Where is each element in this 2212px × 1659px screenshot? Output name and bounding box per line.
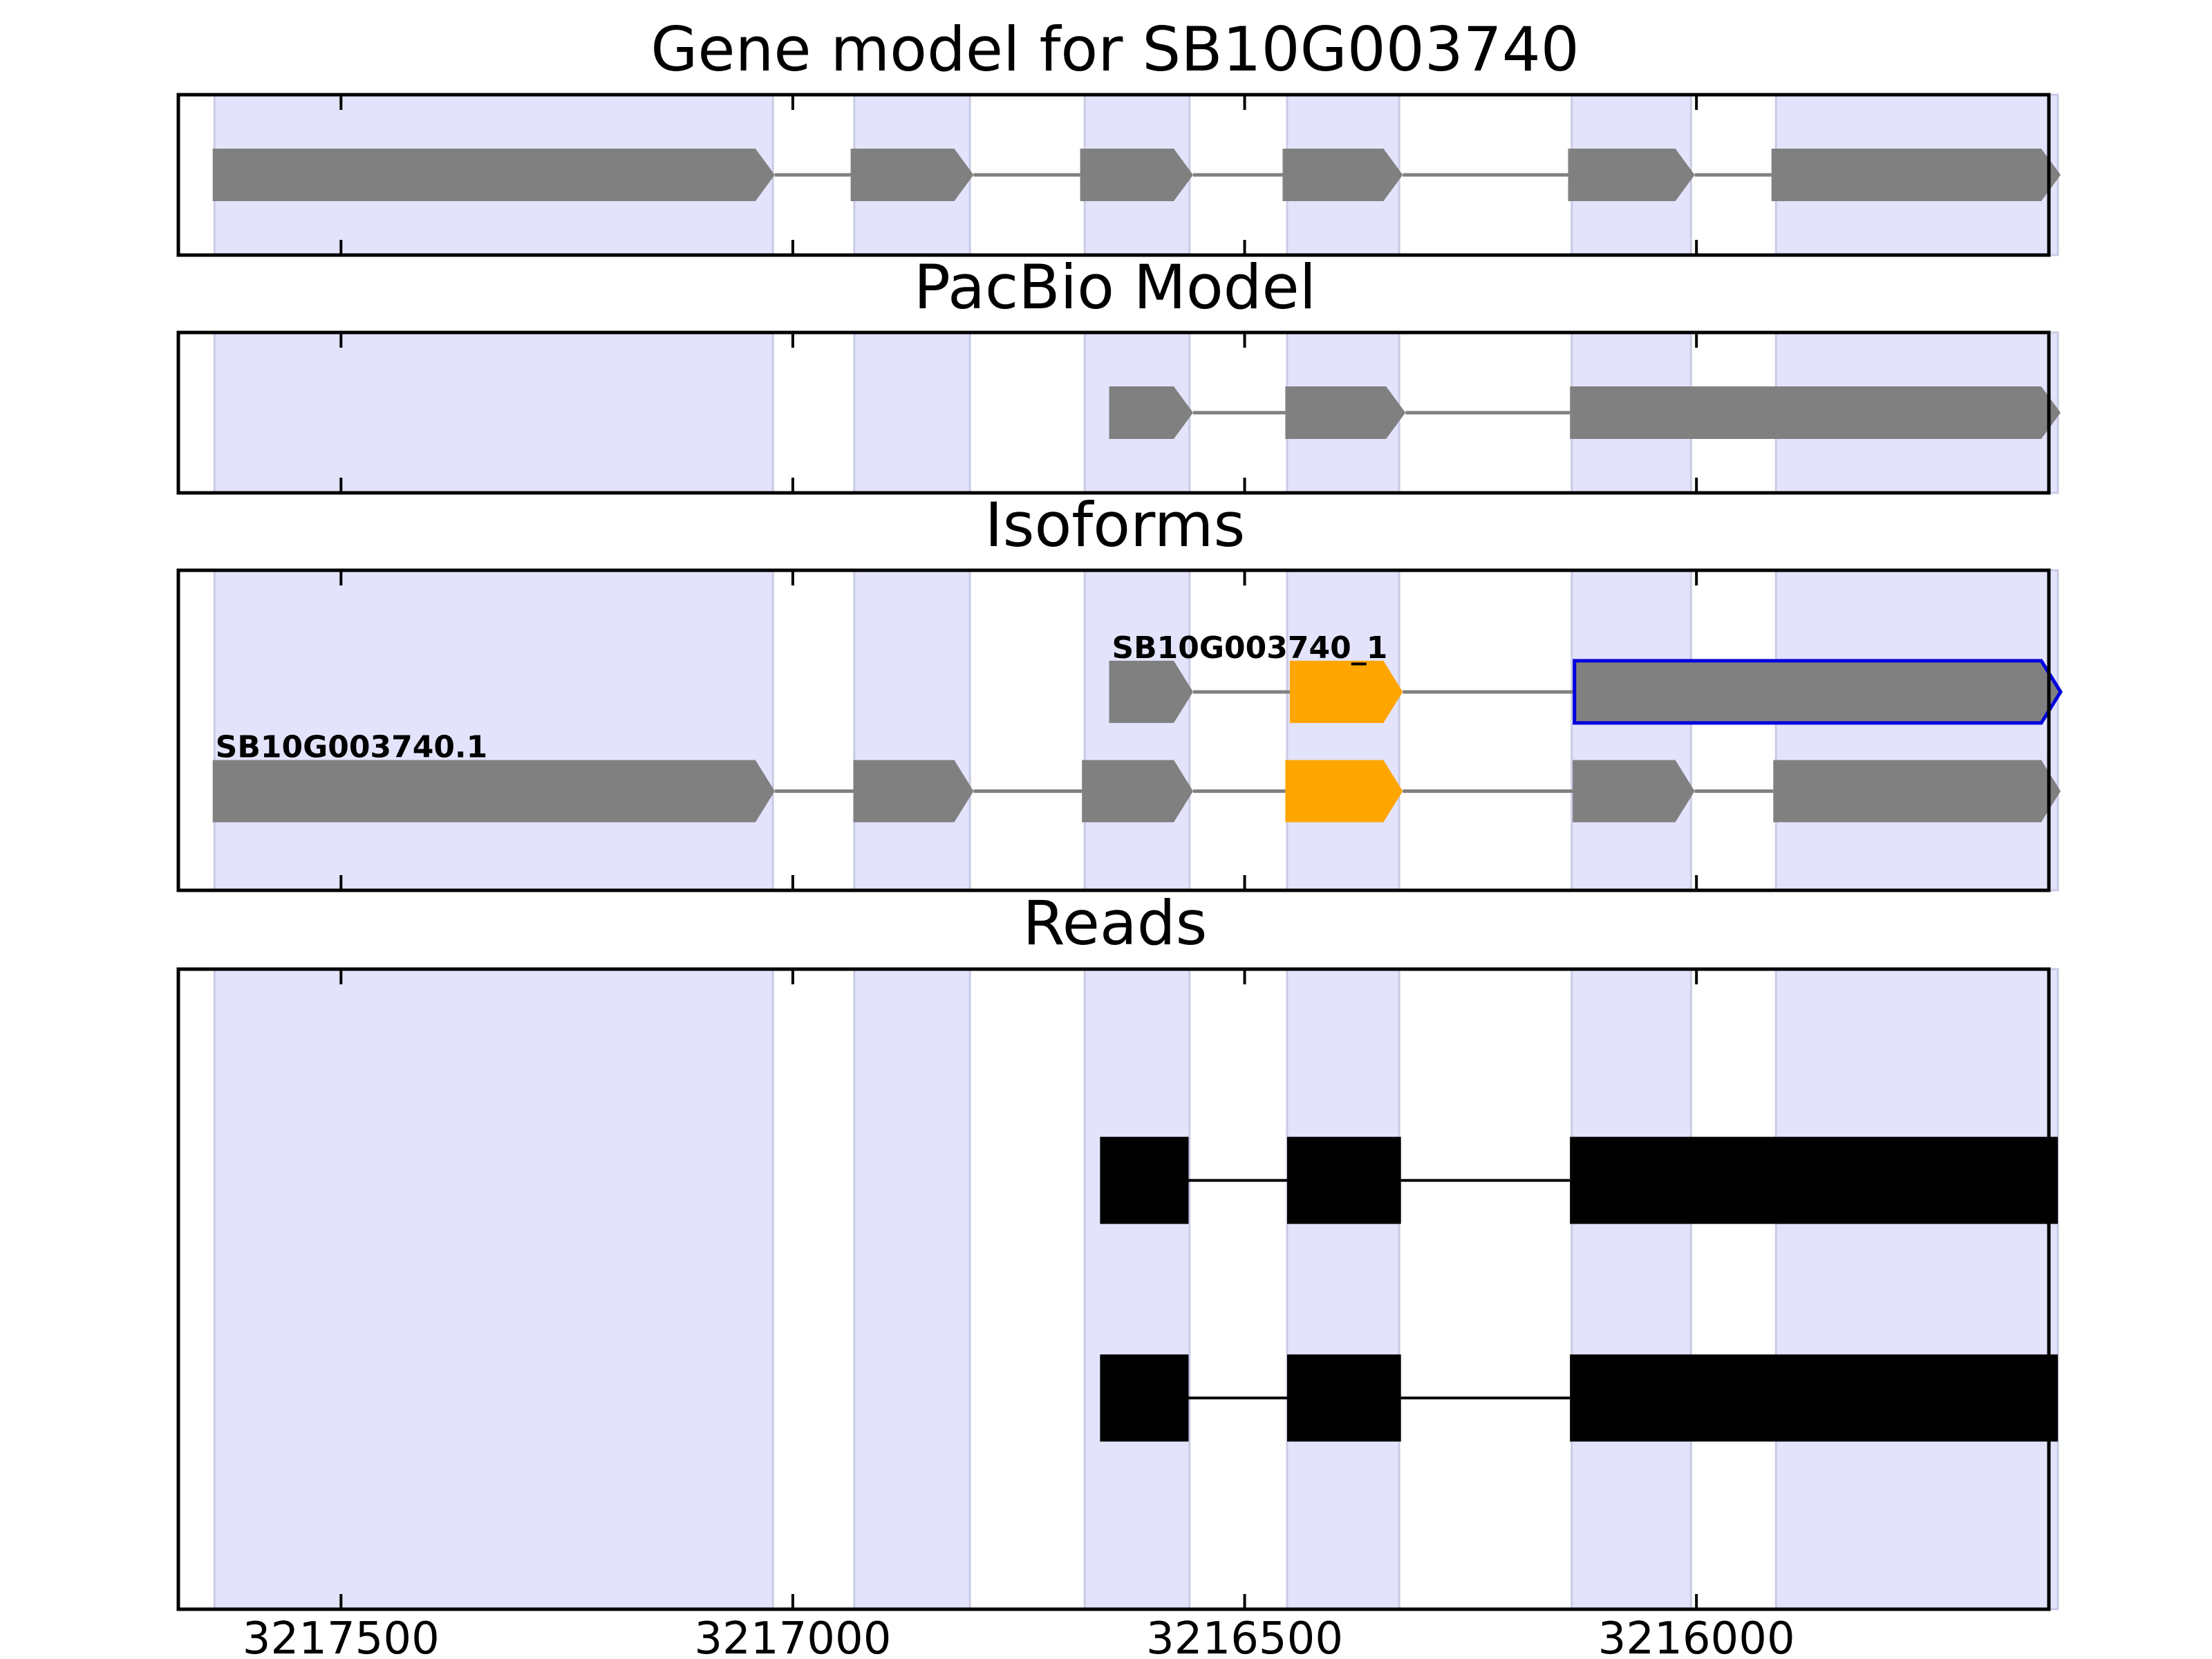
transcript-layer	[1109, 386, 2061, 439]
exon	[1773, 760, 2061, 823]
highlighted-exon	[1289, 660, 1403, 723]
exon	[1568, 149, 1695, 201]
panel-reads: Reads	[176, 888, 2059, 1611]
exon	[212, 149, 775, 201]
exon-shade-region	[213, 968, 774, 1611]
read-block	[1286, 1354, 1401, 1442]
panel-title-reads: Reads	[1023, 888, 1208, 959]
read-block	[1100, 1354, 1189, 1442]
read-block	[1100, 1136, 1189, 1224]
read-block	[1286, 1136, 1401, 1224]
exon	[212, 760, 775, 823]
read-block	[1570, 1354, 2059, 1442]
panel-frame	[176, 330, 2051, 495]
panel-gene-model: Gene model for SB10G003740	[176, 14, 2061, 257]
exon	[853, 760, 974, 823]
isoform-label: SB10G003740.1	[216, 729, 488, 765]
exon	[1573, 760, 1695, 823]
exon-shade-region	[1083, 968, 1191, 1611]
x-axis-tick-labels: 3217500 3217000 3216500 3216000	[243, 1613, 1795, 1659]
x-tick-label: 3216500	[1146, 1613, 1343, 1659]
isoform-label: SB10G003740_1	[1112, 630, 1387, 666]
exon-shade-region	[1286, 569, 1400, 892]
exon	[1109, 386, 1193, 439]
exon	[1570, 386, 2061, 439]
exon-shade-layer	[213, 569, 2059, 892]
x-tick-label: 3217000	[694, 1613, 891, 1659]
panel-pacbio-model: PacBio Model	[176, 252, 2061, 495]
x-tick-label: 3216000	[1598, 1613, 1795, 1659]
exon-shade-region	[1774, 569, 2059, 892]
exon-shade-region	[853, 331, 971, 494]
panel-frame	[176, 93, 2051, 257]
x-tick-label: 3217500	[243, 1613, 440, 1659]
exon	[1082, 760, 1193, 823]
exon-shade-region	[853, 968, 971, 1611]
panel-isoforms: Isoforms SB10G003740_1 SB10G003740.1	[176, 489, 2063, 892]
exon	[1080, 149, 1193, 201]
exon-shade-region	[1774, 968, 2059, 1611]
transcript-layer	[212, 149, 2061, 201]
panel-title-isoforms: Isoforms	[985, 489, 1246, 561]
read-block	[1570, 1136, 2059, 1224]
panel-frame	[176, 568, 2051, 892]
exon-shade-region	[1571, 569, 1692, 892]
tick-layer	[339, 969, 1698, 1609]
exon	[850, 149, 974, 201]
exon-shade-region	[853, 569, 971, 892]
exon	[1285, 386, 1406, 439]
transcript-layer: SB10G003740_1 SB10G003740.1	[212, 630, 2063, 823]
exon-shade-region	[1286, 968, 1400, 1611]
exon	[1282, 149, 1403, 201]
exon	[1771, 149, 2061, 201]
tick-layer	[339, 95, 1698, 255]
tick-layer	[339, 570, 1698, 890]
highlighted-exon	[1285, 760, 1403, 823]
panel-title-gene-model: Gene model for SB10G003740	[650, 14, 1580, 85]
selected-exon	[1573, 659, 2063, 725]
exon-shade-region	[1083, 569, 1191, 892]
exon-shade-layer	[213, 968, 2059, 1611]
tick-layer	[339, 332, 1698, 493]
exon	[1109, 660, 1193, 723]
panel-frame	[176, 967, 2051, 1611]
panel-title-pacbio-model: PacBio Model	[914, 252, 1316, 323]
exon-shade-region	[1571, 968, 1692, 1611]
read-layer	[1100, 1136, 2059, 1442]
exon-shade-region	[213, 331, 774, 494]
